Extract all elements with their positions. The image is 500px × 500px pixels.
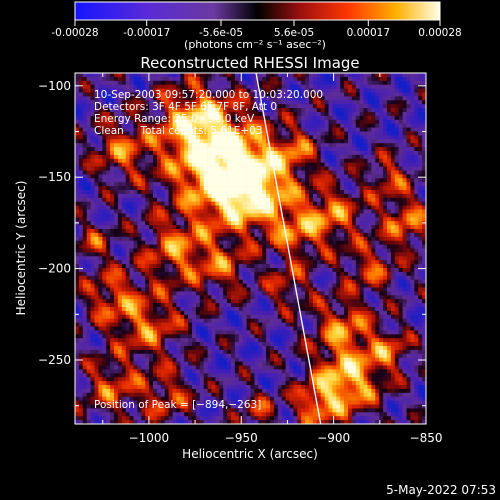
colorbar — [74, 1, 441, 21]
annotation-time: 10-Sep-2003 09:57:20.000 to 10:03:20.000 — [94, 89, 323, 101]
heatmap-image — [75, 73, 426, 424]
y-tick-label: −200 — [38, 262, 71, 276]
y-tick-label: −150 — [38, 170, 71, 184]
x-tick-label: −850 — [410, 431, 443, 445]
annotation-peak: Position of Peak = [−894,−263] — [94, 399, 261, 411]
colorbar-tick-label: -0.00017 — [123, 27, 170, 39]
annotation-detectors: Detectors: 3F 4F 5F 6F 7F 8F, Att 0 — [94, 101, 277, 113]
x-tick-label: −1000 — [129, 431, 170, 445]
limb-line — [255, 73, 322, 424]
colorbar-unit-label: (photons cm⁻² s⁻¹ asec⁻²) — [184, 38, 326, 51]
annotation-energy: Energy Range: 25.0 - 50.0 keV — [94, 113, 255, 125]
colorbar-tick-label: -0.00028 — [51, 27, 98, 39]
y-axis-label: Heliocentric Y (arcsec) — [14, 181, 28, 316]
x-tick-label: −950 — [225, 431, 258, 445]
annotation-block: 10-Sep-2003 09:57:20.000 to 10:03:20.000… — [94, 89, 323, 411]
colorbar-tick-label: 0.00028 — [418, 27, 461, 39]
plot-frame — [74, 72, 427, 425]
chart-title: Reconstructed RHESSI Image — [140, 54, 359, 72]
annotation-clean: Clean Total counts: 5.61E+03 — [94, 125, 263, 137]
colorbar-tick-label: -5.6e-05 — [199, 27, 243, 39]
footer-date: 5-May-2022 07:53 — [386, 483, 496, 497]
x-axis-label: Heliocentric X (arcsec) — [182, 447, 318, 461]
y-tick-label: −100 — [38, 79, 71, 93]
colorbar-ticks: -0.00028 -0.00017 -5.6e-05 5.6e-05 0.00017 0.… — [51, 20, 462, 39]
axis-ticks: −1000 −950 −900 −850 −100 −150 −200 −250 — [38, 73, 442, 445]
colorbar-tick-label: 0.00017 — [347, 27, 390, 39]
colorbar-tick-label: 5.6e-05 — [274, 27, 314, 39]
y-tick-label: −250 — [38, 353, 71, 367]
x-tick-label: −900 — [317, 431, 350, 445]
